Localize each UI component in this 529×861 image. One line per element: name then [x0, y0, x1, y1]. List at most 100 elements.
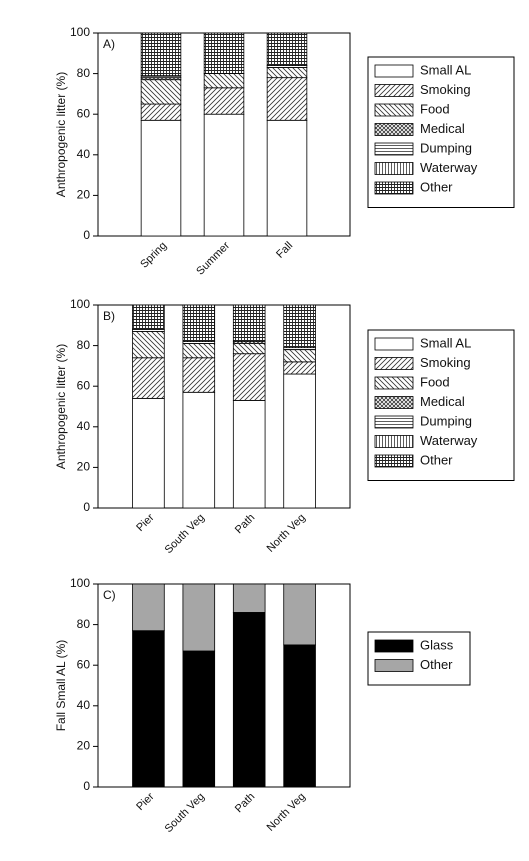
- y-tick-label: 80: [77, 338, 91, 352]
- bar-segment: [132, 304, 165, 330]
- legend-swatch: [374, 357, 414, 370]
- legend-swatch: [374, 84, 414, 97]
- legend-label: Other: [420, 179, 453, 194]
- x-tick-label: Fall: [274, 240, 295, 261]
- legend-label: Glass: [420, 637, 454, 652]
- bar-segment: [203, 113, 245, 237]
- bar-segment: [283, 644, 316, 788]
- y-tick-label: 100: [70, 297, 90, 311]
- bar-segment: [182, 343, 216, 359]
- legend-label: Waterway: [420, 433, 478, 448]
- y-tick-label: 100: [70, 576, 90, 590]
- legend-label: Dumping: [420, 413, 472, 428]
- bar-segment: [182, 583, 216, 652]
- bar-segment: [132, 397, 165, 509]
- bar-segment: [132, 583, 165, 632]
- legend-swatch: [374, 123, 414, 136]
- legend-swatch: [374, 162, 414, 175]
- bar-segment: [283, 304, 316, 349]
- bar-segment: [203, 73, 245, 89]
- y-tick-label: 20: [77, 739, 91, 753]
- legend-swatch: [374, 103, 414, 117]
- bar-segment: [140, 32, 182, 77]
- legend-label: Small AL: [420, 335, 471, 350]
- x-tick-label: North Veg: [265, 512, 308, 555]
- y-tick-label: 100: [70, 25, 90, 39]
- x-tick-label: Pier: [134, 790, 157, 813]
- bar-segment: [182, 650, 216, 788]
- bar-segment: [140, 119, 182, 237]
- y-tick-label: 60: [77, 657, 91, 671]
- bar-segment: [266, 67, 308, 79]
- bar-segment: [132, 330, 165, 359]
- legend-swatch: [374, 337, 414, 351]
- legend-swatch: [374, 639, 414, 653]
- legend-swatch: [374, 142, 414, 156]
- y-axis-label: Anthropogenic litter (%): [54, 344, 68, 469]
- y-tick-label: 40: [77, 147, 91, 161]
- legend-label: Smoking: [420, 355, 471, 370]
- legend-label: Other: [420, 657, 453, 672]
- y-tick-label: 40: [77, 698, 91, 712]
- bar-segment: [140, 103, 182, 121]
- x-tick-label: Pier: [134, 511, 157, 534]
- legend-label: Food: [420, 374, 450, 389]
- x-tick-label: Summer: [194, 239, 232, 277]
- y-tick-label: 0: [83, 779, 90, 793]
- bar-segment: [283, 373, 316, 509]
- bar-segment: [283, 349, 316, 363]
- x-tick-label: Spring: [138, 240, 169, 271]
- y-axis-label: Fall Small AL (%): [54, 640, 68, 732]
- bar-segment: [283, 583, 316, 646]
- bar-segment: [232, 612, 266, 788]
- legend-swatch: [374, 415, 414, 429]
- legend-swatch: [374, 396, 414, 409]
- legend-label: Medical: [420, 121, 465, 136]
- legend-swatch: [374, 376, 414, 390]
- bar-segment: [232, 304, 266, 342]
- bar-segment: [266, 32, 308, 66]
- y-tick-label: 80: [77, 617, 91, 631]
- legend-label: Waterway: [420, 160, 478, 175]
- y-tick-label: 0: [83, 228, 90, 242]
- legend-swatch: [374, 659, 414, 672]
- bar-segment: [182, 357, 216, 393]
- legend-swatch: [374, 64, 414, 78]
- bar-segment: [132, 630, 165, 788]
- y-tick-label: 20: [77, 188, 91, 202]
- y-tick-label: 80: [77, 66, 91, 80]
- x-tick-label: Path: [233, 791, 257, 815]
- x-tick-label: South Veg: [163, 512, 207, 556]
- bar-segment: [232, 583, 266, 613]
- bar-segment: [182, 304, 216, 342]
- bar-segment: [140, 79, 182, 105]
- legend-swatch: [374, 454, 414, 468]
- bar-segment: [283, 361, 316, 375]
- legend-swatch: [374, 181, 414, 195]
- legend-label: Food: [420, 101, 450, 116]
- panel-label: A): [103, 37, 115, 51]
- bar-segment: [182, 391, 216, 509]
- bar-segment: [203, 32, 245, 74]
- legend-label: Medical: [420, 394, 465, 409]
- bar-segment: [203, 87, 245, 115]
- y-tick-label: 40: [77, 419, 91, 433]
- y-tick-label: 0: [83, 500, 90, 514]
- y-tick-label: 60: [77, 378, 91, 392]
- y-tick-label: 20: [77, 460, 91, 474]
- bar-segment: [132, 357, 165, 399]
- x-tick-label: South Veg: [163, 791, 207, 835]
- legend-label: Dumping: [420, 140, 472, 155]
- bar-segment: [266, 77, 308, 121]
- y-axis-label: Anthropogenic litter (%): [54, 72, 68, 197]
- panel-label: B): [103, 309, 115, 323]
- y-tick-label: 60: [77, 106, 91, 120]
- legend-label: Small AL: [420, 62, 471, 77]
- panel-label: C): [103, 588, 116, 602]
- legend-label: Smoking: [420, 82, 471, 97]
- bar-segment: [232, 343, 266, 355]
- bar-segment: [266, 119, 308, 237]
- bar-segment: [232, 353, 266, 401]
